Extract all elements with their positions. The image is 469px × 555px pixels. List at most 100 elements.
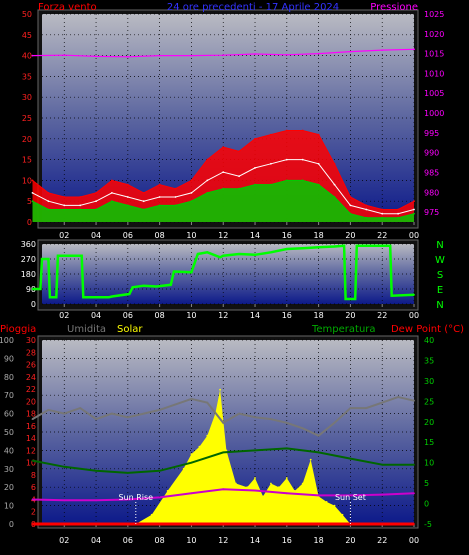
data-point [142,284,145,287]
chart-title: 24 ore precedenti - 17 Aprile 2024 [167,2,339,13]
dewpoint-axis-title: Dew Point (°C) [391,324,464,335]
data-point [190,54,193,57]
right-tick-label: 1020 [424,30,444,39]
data-point [95,418,97,420]
data-point [174,403,177,406]
data-point [222,451,225,454]
data-point [317,52,320,55]
x-tick-label: 14 [250,536,260,545]
rain-axis-title: Pioggia [0,324,36,335]
data-point [63,412,66,415]
data-point [206,158,209,161]
data-point [173,270,175,273]
x-tick-label: 02 [59,311,69,320]
data-point [126,55,129,58]
x-tick-label: 10 [186,311,196,320]
data-point [155,285,158,288]
compass-label: W [435,255,445,266]
x-tick-label: 02 [59,536,69,545]
solar-axis-title: Solar [117,324,143,335]
data-point [222,421,225,424]
right-tick-label: 1000 [424,109,444,118]
data-point [142,200,145,203]
data-point [31,54,34,57]
data-point [254,137,256,140]
series-wind [31,48,415,222]
data-point [381,463,384,466]
data-point [174,196,177,198]
x-tick-label: 16 [282,536,292,545]
temperature-tick-label: 25 [424,397,434,406]
data-point [285,447,288,450]
data-point [270,482,272,485]
data-point [174,187,177,190]
left-tick-label: 15 [22,156,32,165]
x-tick-label: 16 [282,231,292,240]
data-point [158,496,161,499]
data-point [150,513,153,516]
data-point [126,472,129,474]
data-point [131,286,134,289]
data-point [198,445,201,448]
data-point [317,494,320,497]
data-point [49,296,51,299]
x-tick-label: 12 [218,231,228,240]
data-point [142,208,145,211]
series-direction [31,244,415,301]
data-point [285,179,288,182]
data-point [365,208,368,211]
data-point [381,401,384,404]
data-point [262,495,264,498]
sun-annotation-label: Sun Rise [118,493,153,502]
left-tick-label: 180 [21,270,36,279]
grid-wind [42,13,415,223]
x-tick-label: 22 [377,231,387,240]
data-point [381,212,384,215]
data-point [333,183,336,186]
data-point [254,416,256,419]
data-point [333,196,336,198]
left-axis-title: Forza vento [38,2,97,13]
data-point [57,254,59,257]
data-point [190,179,193,182]
data-point [206,251,209,254]
data-point [333,504,336,507]
data-point [254,449,256,452]
compass-label: E [437,285,443,296]
data-point [413,212,415,215]
x-tick-label: 16 [282,311,292,320]
data-point [293,490,296,492]
data-point [349,407,352,409]
data-point [317,246,320,249]
humidity-tick-label: 0 [9,520,14,529]
rain-tick-label: 24 [26,373,36,382]
data-point [60,254,62,257]
left-tick-label: 10 [22,176,32,185]
right-tick-label: 975 [424,208,439,217]
x-tick-label: 22 [377,536,387,545]
data-point [63,54,66,57]
data-point [47,200,50,203]
data-point [413,399,415,402]
temperature-tick-label: 40 [424,336,434,345]
data-point [206,192,209,194]
data-point [343,244,345,247]
data-point [317,434,320,437]
humidity-tick-label: 10 [4,502,14,511]
data-point [126,498,129,501]
data-point [39,288,42,290]
x-tick-label: 10 [186,536,196,545]
data-point [31,179,34,182]
data-point [349,212,352,215]
x-tick-label: 18 [314,536,324,545]
humidity-tick-label: 60 [4,410,14,419]
left-tick-label: 90 [26,285,36,294]
x-tick-label: 04 [91,311,101,320]
data-point [238,175,241,178]
data-point [174,204,177,207]
left-tick-label: 5 [27,197,32,206]
x-tick-label: 12 [218,536,228,545]
